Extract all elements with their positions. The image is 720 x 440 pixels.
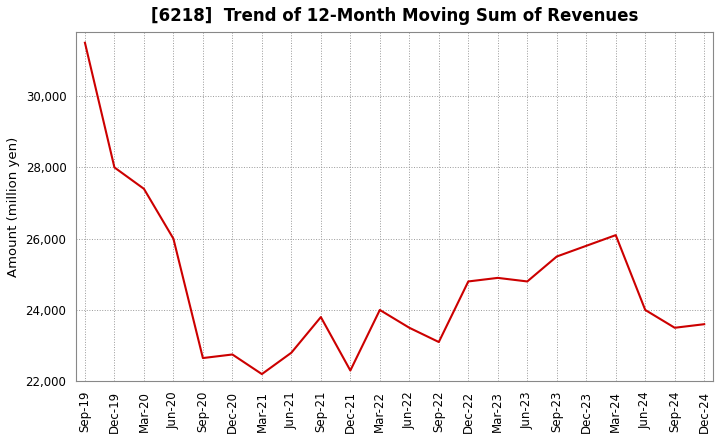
Title: [6218]  Trend of 12-Month Moving Sum of Revenues: [6218] Trend of 12-Month Moving Sum of R… — [151, 7, 638, 25]
Y-axis label: Amount (million yen): Amount (million yen) — [7, 136, 20, 277]
